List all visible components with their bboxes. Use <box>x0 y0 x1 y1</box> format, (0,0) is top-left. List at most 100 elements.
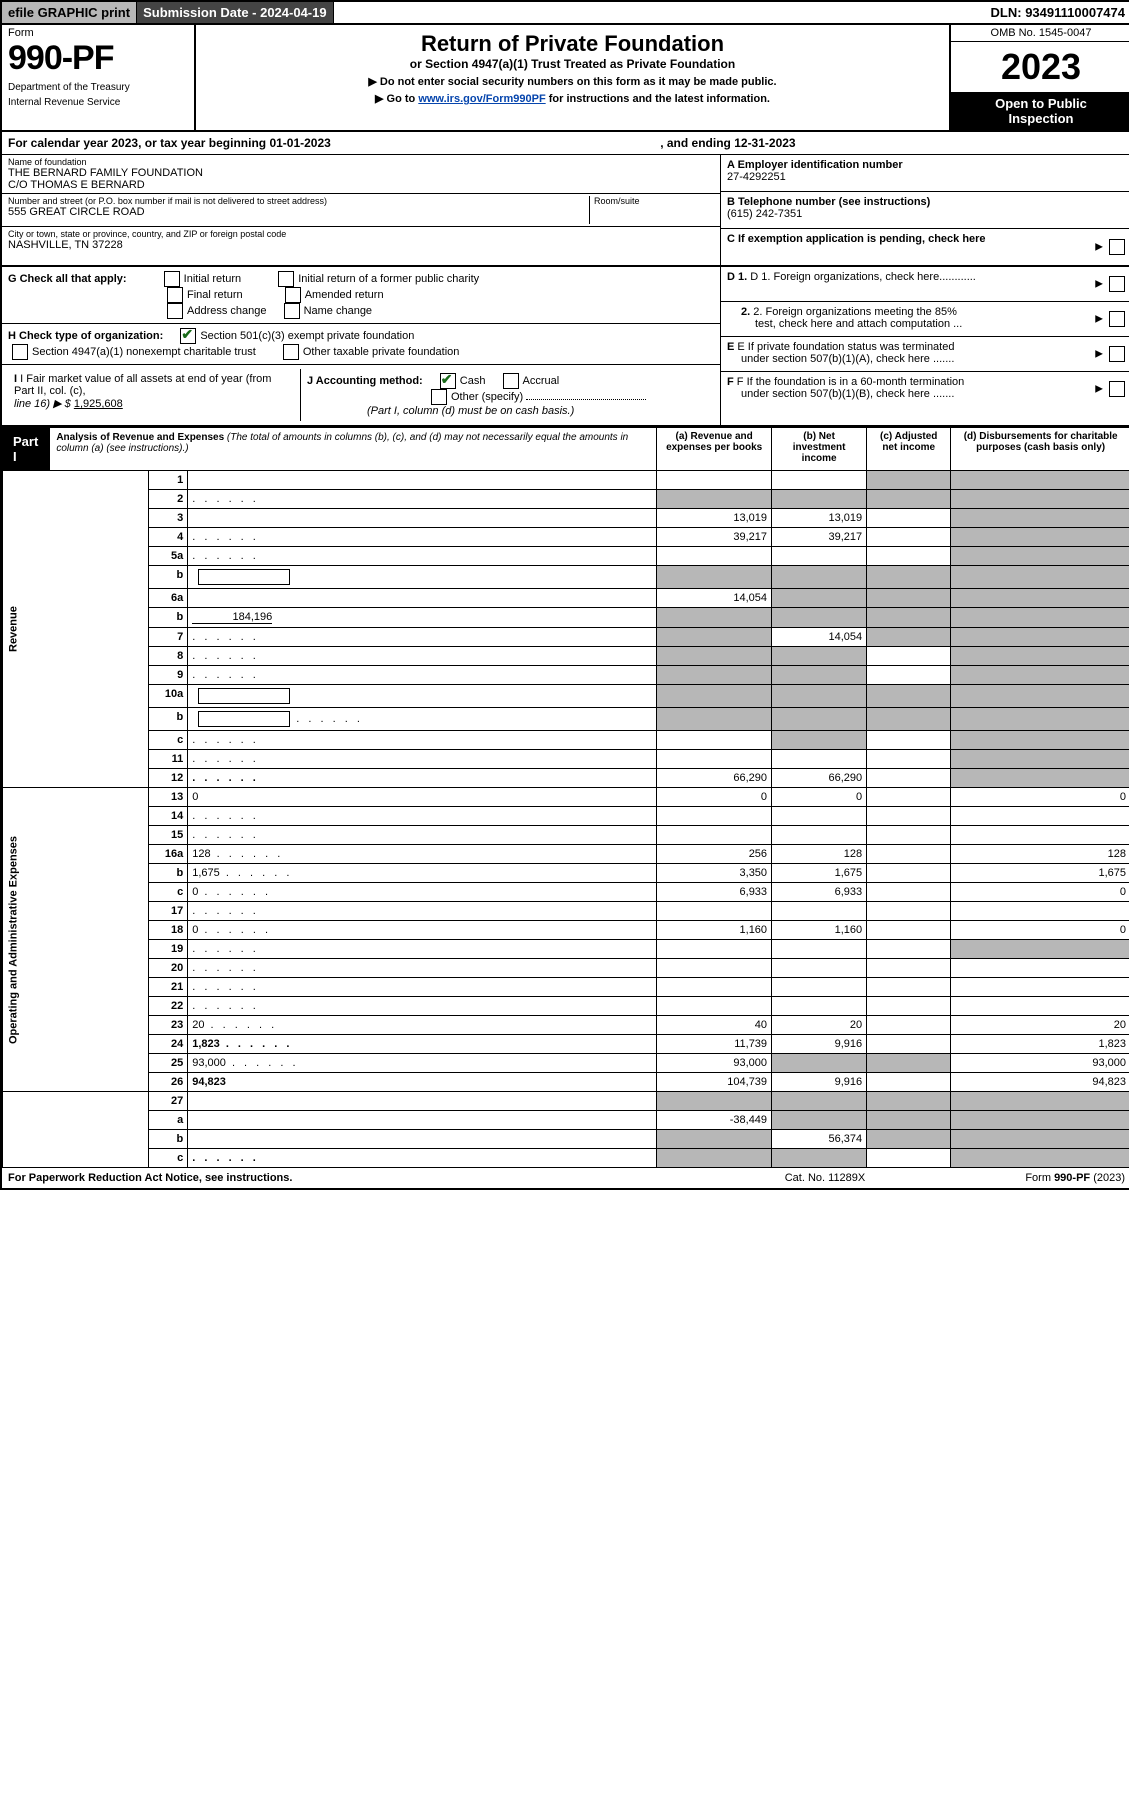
exemption-checkbox[interactable] <box>1109 239 1125 255</box>
col-d <box>951 589 1129 608</box>
col-a-header: (a) Revenue and expenses per books <box>657 428 772 471</box>
line-description: . . . . . . <box>188 708 657 731</box>
d1-row: D 1. D 1. Foreign organizations, check h… <box>721 267 1129 302</box>
entity-right: A Employer identification number 27-4292… <box>720 155 1129 265</box>
goto-post: for instructions and the latest informat… <box>546 93 770 105</box>
g-final-checkbox[interactable] <box>167 287 183 303</box>
line-description: . . . . . . <box>188 528 657 547</box>
line-number: 27 <box>149 1092 188 1111</box>
col-a <box>657 471 772 490</box>
ein-row: A Employer identification number 27-4292… <box>721 155 1129 192</box>
h-4947-checkbox[interactable] <box>12 344 28 360</box>
address-value: 555 GREAT CIRCLE ROAD <box>8 206 589 218</box>
line-description: . . . . . . <box>188 959 657 978</box>
line-description: 0 . . . . . . <box>188 883 657 902</box>
line-number: 26 <box>149 1073 188 1092</box>
foundation-name-1: THE BERNARD FAMILY FOUNDATION <box>8 167 714 179</box>
j-cash-checkbox[interactable] <box>440 373 456 389</box>
line-description: . . . . . . <box>188 647 657 666</box>
line-number: b <box>149 864 188 883</box>
j-cash: Cash <box>460 375 486 387</box>
col-b-header: (b) Net investment income <box>772 428 867 471</box>
g-former-checkbox[interactable] <box>278 271 294 287</box>
line-number: 11 <box>149 750 188 769</box>
table-row: 8 . . . . . . <box>3 647 1129 666</box>
line-number: b <box>149 566 188 589</box>
col-b: 9,916 <box>772 1073 867 1092</box>
j-note: (Part I, column (d) must be on cash basi… <box>367 405 574 417</box>
g-final: Final return <box>187 289 243 301</box>
line-number: 6a <box>149 589 188 608</box>
table-row: 2 . . . . . . <box>3 490 1129 509</box>
line-number: 7 <box>149 628 188 647</box>
efile-label[interactable]: efile GRAPHIC print <box>2 2 137 23</box>
table-row: b . . . . . . <box>3 708 1129 731</box>
col-b <box>772 608 867 628</box>
ghj-right: D 1. D 1. Foreign organizations, check h… <box>720 267 1129 425</box>
col-b <box>772 685 867 708</box>
h-other-checkbox[interactable] <box>283 344 299 360</box>
col-c <box>867 547 951 566</box>
f-checkbox[interactable] <box>1109 381 1125 397</box>
col-d <box>951 608 1129 628</box>
col-b: 66,290 <box>772 769 867 788</box>
table-row: 2694,823104,7399,91694,823 <box>3 1073 1129 1092</box>
d1-checkbox[interactable] <box>1109 276 1125 292</box>
table-row: c0 . . . . . .6,9336,9330 <box>3 883 1129 902</box>
col-c <box>867 566 951 589</box>
line-number: 12 <box>149 769 188 788</box>
g-initial-checkbox[interactable] <box>164 271 180 287</box>
d2-checkbox[interactable] <box>1109 311 1125 327</box>
table-row: 21 . . . . . . <box>3 978 1129 997</box>
col-d <box>951 940 1129 959</box>
form-link[interactable]: www.irs.gov/Form990PF <box>418 93 545 105</box>
line-description: 20 . . . . . . <box>188 1016 657 1035</box>
col-d: 93,000 <box>951 1054 1129 1073</box>
col-c <box>867 826 951 845</box>
col-a <box>657 685 772 708</box>
table-row: 27 <box>3 1092 1129 1111</box>
form-header: Form 990-PF Department of the Treasury I… <box>2 25 1129 132</box>
ij-row: I I Fair market value of all assets at e… <box>2 365 720 425</box>
col-d <box>951 471 1129 490</box>
g-name-checkbox[interactable] <box>284 303 300 319</box>
col-c <box>867 1092 951 1111</box>
entity-block: Name of foundation THE BERNARD FAMILY FO… <box>2 155 1129 267</box>
col-a <box>657 1092 772 1111</box>
col-a: 6,933 <box>657 883 772 902</box>
f1-label: F If the foundation is in a 60-month ter… <box>737 376 964 388</box>
col-a: 40 <box>657 1016 772 1035</box>
line-description: . . . . . . <box>188 628 657 647</box>
phone-row: B Telephone number (see instructions) (6… <box>721 192 1129 229</box>
col-c <box>867 1054 951 1073</box>
g-amended-checkbox[interactable] <box>285 287 301 303</box>
col-c <box>867 666 951 685</box>
col-a <box>657 608 772 628</box>
col-a: 11,739 <box>657 1035 772 1054</box>
j-label: J Accounting method: <box>307 375 423 387</box>
h-row: H Check type of organization: Section 50… <box>2 324 720 365</box>
phone-value: (615) 242-7351 <box>727 208 1125 220</box>
col-b <box>772 589 867 608</box>
table-row: 6a14,054 <box>3 589 1129 608</box>
col-c <box>867 490 951 509</box>
col-b <box>772 1111 867 1130</box>
col-a <box>657 731 772 750</box>
col-a: 39,217 <box>657 528 772 547</box>
g-address-checkbox[interactable] <box>167 303 183 319</box>
line-number: 18 <box>149 921 188 940</box>
open-public: Open to Public Inspection <box>951 92 1129 130</box>
col-a: 66,290 <box>657 769 772 788</box>
table-row: Revenue1 <box>3 471 1129 490</box>
j-other-checkbox[interactable] <box>431 389 447 405</box>
topbar-spacer <box>334 2 985 23</box>
line-number: 25 <box>149 1054 188 1073</box>
j-accrual-checkbox[interactable] <box>503 373 519 389</box>
h-501c3-checkbox[interactable] <box>180 328 196 344</box>
col-c <box>867 708 951 731</box>
col-d <box>951 769 1129 788</box>
e-checkbox[interactable] <box>1109 346 1125 362</box>
paperwork-notice: For Paperwork Reduction Act Notice, see … <box>8 1172 725 1184</box>
table-row: 241,823 . . . . . .11,7399,9161,823 <box>3 1035 1129 1054</box>
form-subtitle: or Section 4947(a)(1) Trust Treated as P… <box>204 57 941 71</box>
